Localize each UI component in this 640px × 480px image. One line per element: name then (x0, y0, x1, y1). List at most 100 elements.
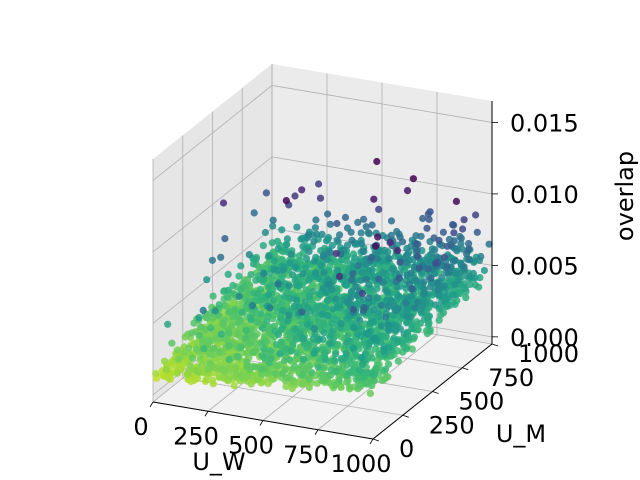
y-tick-label: 500 (459, 388, 505, 416)
scatter-point (438, 298, 446, 306)
scatter-point (355, 382, 363, 390)
scatter-point (237, 285, 245, 293)
scatter-point (349, 270, 357, 278)
scatter-point (359, 360, 367, 368)
tick-labels: 0 250 500 750 1000025050075010000.0000.0050.… (133, 109, 579, 478)
scatter-point (337, 383, 345, 391)
scatter-point (305, 292, 314, 300)
scatter-point (348, 360, 356, 368)
scatter-point (413, 298, 422, 306)
scatter-point (298, 308, 306, 316)
scatter-point (234, 352, 242, 361)
scatter-point (346, 385, 354, 393)
scatter-point (285, 311, 293, 319)
scatter-point (238, 308, 246, 316)
scatter-point (297, 235, 305, 243)
scatter-point (443, 263, 451, 271)
scatter-point (384, 288, 392, 296)
scatter-point (235, 272, 243, 280)
scatter-point (450, 229, 458, 237)
scatter-point (452, 270, 460, 278)
scatter-point (251, 332, 259, 340)
scatter-point (380, 246, 389, 255)
scatter-point (180, 348, 188, 357)
scatter-point (298, 320, 306, 328)
scatter-point (413, 246, 421, 254)
z-axis-label: overlap (611, 151, 639, 241)
scatter-point (426, 283, 435, 291)
scatter-point (162, 366, 170, 374)
scatter-point (435, 236, 443, 244)
scatter-point (366, 389, 374, 397)
scatter-point (219, 319, 227, 327)
scatter-point (382, 365, 390, 373)
scatter-point (312, 304, 320, 312)
scatter-point (378, 376, 386, 385)
scatter-point (370, 371, 378, 379)
scatter-point (299, 243, 307, 251)
scatter-point (328, 320, 336, 328)
scatter-point (387, 217, 396, 225)
scatter-point (231, 306, 239, 314)
scatter-point (203, 276, 211, 284)
scatter-point (289, 341, 297, 349)
scatter-point (402, 299, 410, 307)
scatter-point (403, 258, 411, 267)
scatter-point (230, 382, 238, 390)
scatter-point (220, 374, 228, 382)
scatter-point (365, 294, 373, 302)
scatter-point (223, 293, 231, 301)
x-tick-label: 500 (228, 432, 274, 460)
scatter-point (298, 380, 306, 388)
scatter-point (357, 332, 365, 340)
scatter-point (449, 257, 457, 265)
scatter-point (403, 319, 411, 327)
scatter-point (208, 256, 216, 264)
scatter-point (326, 333, 334, 341)
scatter-point (425, 215, 433, 223)
scatter-point (217, 253, 225, 261)
scatter-point (307, 307, 315, 315)
scatter-point (312, 216, 320, 224)
grid-z-side (152, 228, 273, 324)
scatter-point (269, 216, 277, 224)
scatter-point (392, 306, 400, 315)
scatter-point (332, 249, 340, 258)
scatter-point (395, 274, 403, 282)
scatter-point (354, 218, 362, 226)
scatter-point (248, 301, 257, 309)
scatter-point (274, 280, 282, 288)
scatter-point (260, 270, 268, 278)
scatter-point (337, 320, 345, 328)
scatter-point (211, 307, 219, 315)
scatter-point (365, 267, 373, 275)
scatter-point (425, 265, 433, 273)
scatter-point (320, 269, 328, 277)
scatter-point (305, 375, 313, 383)
scatter-point (203, 314, 211, 322)
x-axis-label: U_W (192, 448, 245, 476)
y-axis-label: U_M (496, 420, 546, 448)
scatter-point (299, 371, 307, 379)
scatter-point (205, 365, 213, 373)
scatter-point (237, 262, 245, 270)
scatter-point (480, 266, 488, 275)
scatter-point (424, 320, 433, 328)
scatter-point (290, 325, 298, 333)
scatter-point (438, 274, 446, 282)
scatter-point (319, 376, 327, 384)
scatter-point (353, 300, 361, 308)
scatter-point (319, 252, 327, 260)
scatter-point (420, 278, 428, 286)
scatter-point (258, 339, 266, 347)
scatter-point (370, 334, 378, 342)
scatter-point (320, 364, 328, 372)
scatter-point (359, 296, 368, 304)
scatter-point (265, 359, 273, 367)
z-tick-label: 0.015 (510, 109, 579, 137)
scatter-point (368, 221, 376, 229)
scatter-point (291, 362, 299, 371)
scatter-point (308, 368, 316, 377)
scatter-point (287, 347, 295, 355)
scatter-point (403, 187, 412, 195)
